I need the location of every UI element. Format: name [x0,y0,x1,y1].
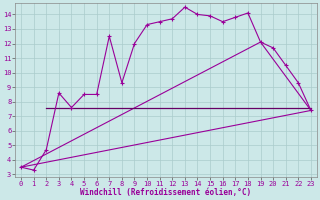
X-axis label: Windchill (Refroidissement éolien,°C): Windchill (Refroidissement éolien,°C) [80,188,252,197]
